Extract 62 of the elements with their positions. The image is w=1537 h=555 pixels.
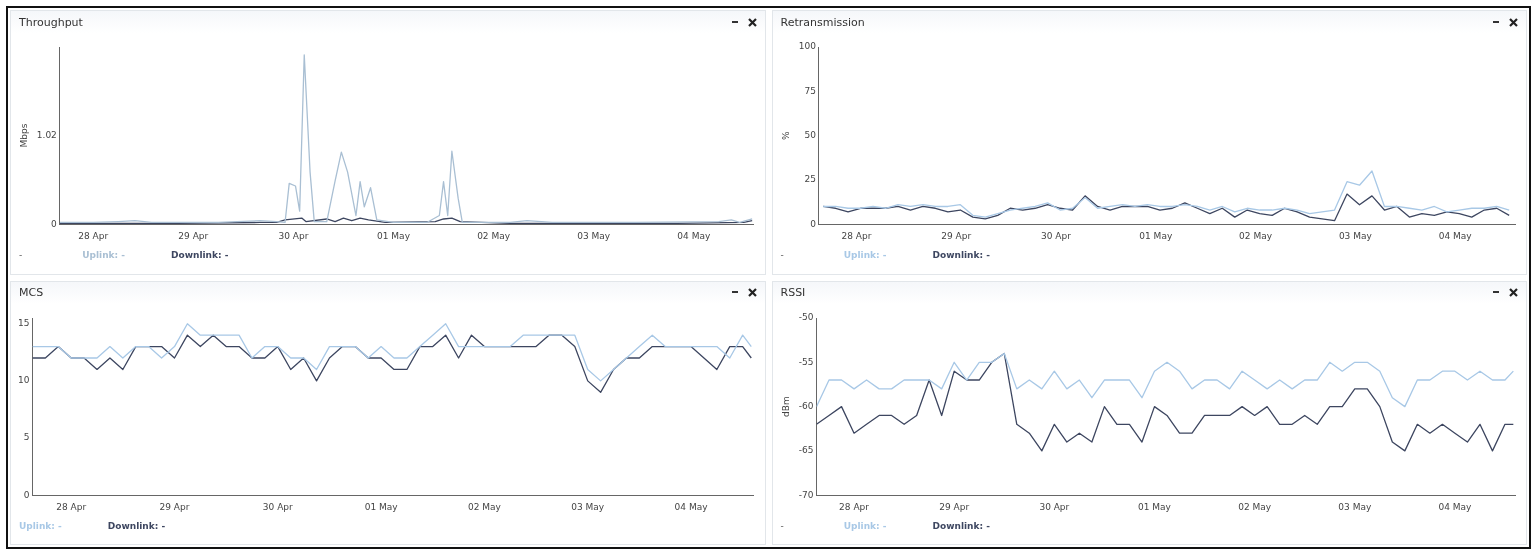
text: - [780,250,784,260]
x-tick-label: 30 Apr [1038,501,1070,512]
y-tick-label: -60 [798,400,814,411]
text: - [19,250,23,260]
y-tick-label: 0 [23,489,30,500]
x-tick-label: 28 Apr [56,501,87,512]
chart-title: MCS [19,286,45,299]
text: Downlink: - [107,520,166,531]
x-tick-label: 02 May [477,230,511,241]
x-tick-label: 28 Apr [838,501,869,512]
x-tick-label: 01 May [1137,501,1172,512]
x-tick-label: 03 May [577,230,611,241]
y-tick-label: 50 [804,129,816,140]
y-tick-label: 75 [804,85,816,96]
x-tick-label: 03 May [1337,501,1372,512]
x-tick-label: 03 May [571,501,605,512]
y-tick-label: -65 [798,444,813,455]
text: Uplink: - [843,250,887,260]
text: Uplink: - [843,520,887,531]
text: Downlink: - [932,520,990,531]
y-axis-title: dBm [780,395,791,417]
text: Downlink: - [171,250,229,260]
x-tick-label: 04 May [677,230,711,241]
x-tick-label: 04 May [674,501,709,512]
x-tick-label: 29 Apr [940,230,971,241]
text: Downlink: - [932,250,990,260]
y-tick-label: 15 [18,317,30,328]
y-tick-label: -70 [798,489,814,500]
y-tick-label: 5 [23,431,30,442]
y-tick-label: 0 [51,218,58,229]
chart-title: Throughput [19,15,84,29]
x-tick-label: 02 May [1238,230,1273,241]
chart-title: RSSI [780,286,807,299]
y-tick-label: 25 [804,174,816,185]
y-tick-label: -55 [798,356,813,367]
x-tick-label: 30 Apr [278,230,309,241]
y-tick-label: 1.02 [36,129,57,140]
x-tick-label: 04 May [1437,501,1472,512]
y-tick-label: -50 [798,311,814,322]
y-axis-title: % [780,130,791,140]
chart-title: Retransmission [780,15,866,29]
x-tick-label: 02 May [1237,501,1272,512]
x-tick-label: 29 Apr [938,501,969,512]
x-tick-label: 04 May [1438,230,1472,241]
text: Uplink: - [19,520,62,531]
x-tick-label: 02 May [467,501,502,512]
text: - [780,520,784,531]
x-tick-label: 30 Apr [1040,230,1071,241]
x-tick-label: 30 Apr [262,501,294,512]
x-tick-label: 28 Apr [78,230,109,241]
x-tick-label: 29 Apr [159,501,190,512]
y-tick-label: 0 [809,218,816,229]
y-tick-label: 100 [798,41,816,52]
text: Uplink: - [82,250,126,260]
x-tick-label: 01 May [377,230,411,241]
x-tick-label: 01 May [1138,230,1173,241]
x-tick-label: 03 May [1338,230,1372,241]
x-tick-label: 01 May [364,501,399,512]
y-axis-title: Mbps [18,123,29,148]
y-tick-label: 10 [18,374,30,385]
x-tick-label: 28 Apr [840,230,872,241]
x-tick-label: 29 Apr [178,230,209,241]
